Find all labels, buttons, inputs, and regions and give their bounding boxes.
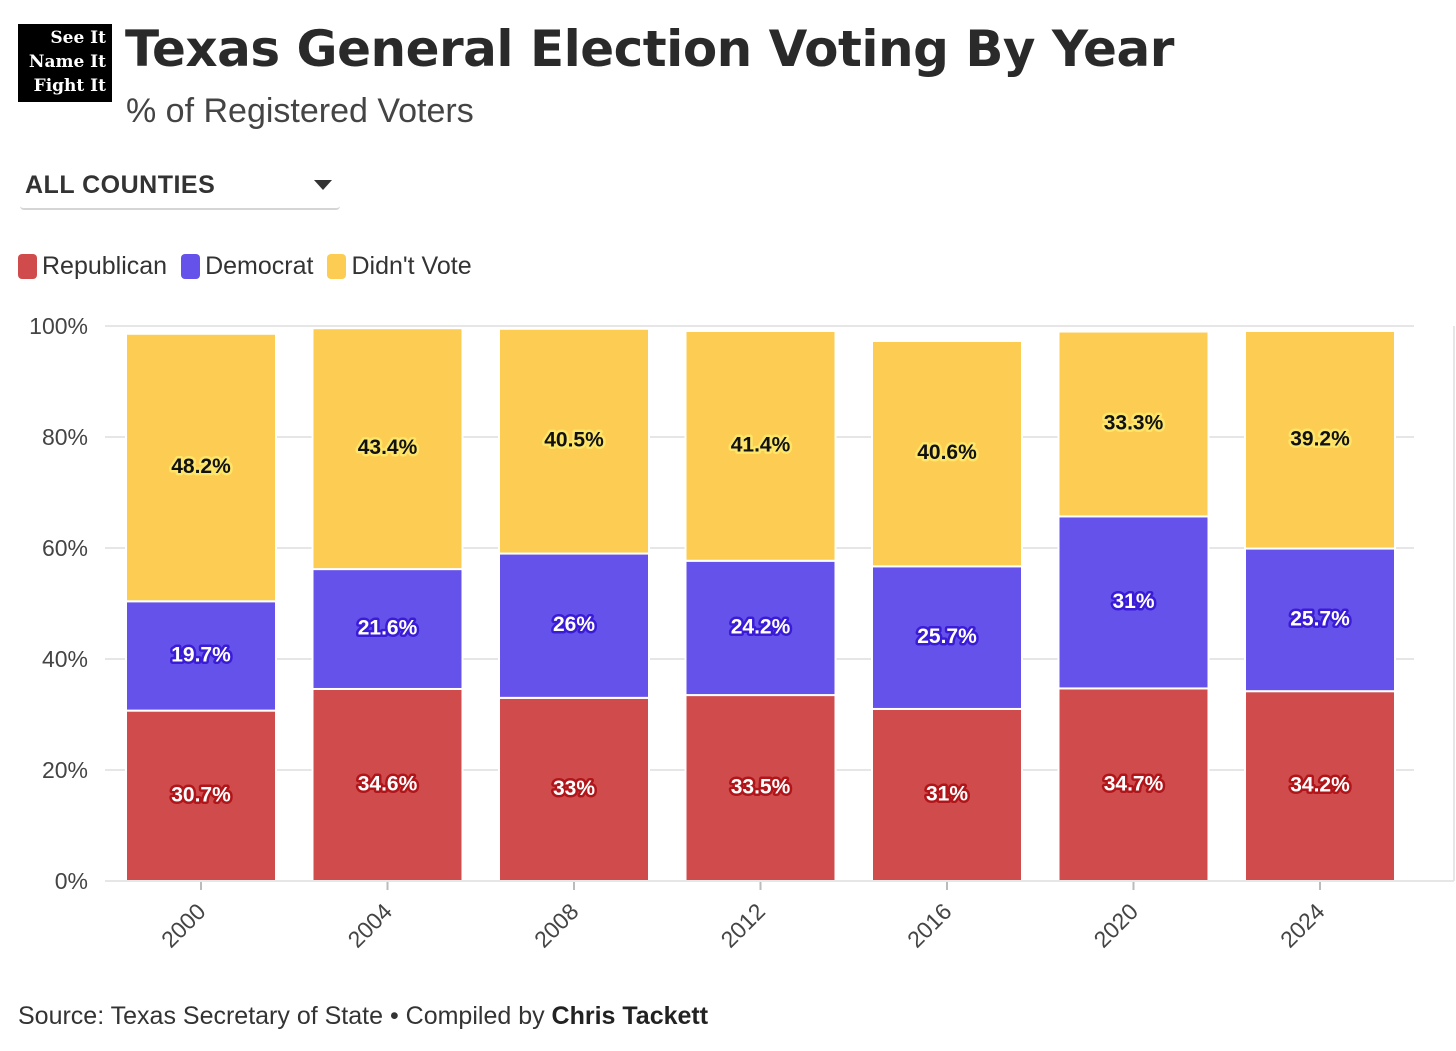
bar-segment-republican: [311, 687, 464, 882]
data-label: 34.7%: [1104, 772, 1164, 795]
legend-swatch-republican: [18, 254, 37, 279]
x-tick-label: 2016: [902, 898, 957, 953]
y-tick-label: 40%: [42, 646, 88, 672]
bar-segment-democrat: [311, 568, 464, 690]
bar-segment-democrat: [1057, 515, 1210, 690]
data-label: 34.6%: [358, 773, 418, 796]
bar-segment-republican: [871, 707, 1023, 883]
data-label: 25.7%: [917, 625, 977, 648]
bar-segment-didn-t-vote: [311, 327, 464, 571]
data-label: 40.5%: [544, 429, 604, 452]
data-label: 41.4%: [731, 433, 791, 456]
x-tick-label: 2020: [1088, 898, 1143, 953]
data-label: 43.4%: [358, 436, 418, 459]
bar-segment-didn-t-vote: [498, 327, 650, 555]
x-tick-label: 2000: [156, 898, 211, 953]
data-label: 33.3%: [1104, 412, 1164, 435]
data-label: 31%: [1112, 590, 1154, 613]
author-name: Chris Tackett: [551, 1002, 709, 1030]
data-label: 21.6%: [358, 617, 418, 640]
chart-subtitle: % of Registered Voters: [126, 92, 474, 130]
bar-segment-republican: [125, 709, 277, 882]
county-select[interactable]: ALL COUNTIES: [20, 164, 340, 210]
source-note: Source: Texas Secretary of State • Compi…: [18, 1002, 708, 1031]
data-label: 25.7%: [1290, 607, 1350, 630]
chart-title: Texas General Election Voting By Year: [125, 20, 1174, 78]
bar-segment-republican: [684, 694, 837, 883]
y-tick-label: 20%: [42, 757, 88, 783]
bar-segment-didn-t-vote: [871, 339, 1023, 568]
legend-label: Democrat: [205, 252, 314, 280]
data-label: 39.2%: [1290, 427, 1350, 450]
data-label: 33.5%: [731, 776, 791, 799]
county-select-value: ALL COUNTIES: [25, 171, 216, 199]
legend-label: Republican: [42, 252, 168, 280]
bar-segment-didn-t-vote: [684, 329, 837, 562]
data-label: 30.7%: [171, 783, 231, 806]
x-tick-label: 2008: [529, 898, 584, 953]
legend-swatch-democrat: [181, 254, 201, 279]
bar-segment-democrat: [1244, 547, 1396, 693]
legend-swatch-didnt-vote: [327, 254, 347, 279]
data-label: 24.2%: [731, 615, 791, 638]
logo: See It Name It Fight It: [18, 24, 112, 102]
logo-line: Fight It: [33, 76, 106, 96]
bar-segment-democrat: [498, 552, 650, 699]
data-label: 19.7%: [171, 643, 231, 666]
legend-item-republican: Republican: [18, 252, 167, 281]
bar-segment-didn-t-vote: [1244, 329, 1396, 550]
bar-segment-republican: [1057, 687, 1210, 882]
legend-item-didnt-vote: Didn't Vote: [327, 252, 472, 281]
data-label: 33%: [553, 777, 595, 800]
source-text: Source: Texas Secretary of State • Compi…: [18, 1002, 552, 1030]
bar-segment-democrat: [684, 559, 837, 697]
y-tick-label: 0%: [55, 868, 88, 894]
bar-segment-republican: [498, 696, 650, 882]
legend-label: Didn't Vote: [351, 252, 472, 280]
bar-segment-didn-t-vote: [1057, 330, 1210, 518]
x-tick-label: 2024: [1275, 898, 1330, 953]
data-label: 26%: [553, 613, 595, 636]
data-label: 48.2%: [171, 455, 231, 478]
logo-line: Name It: [28, 52, 106, 72]
data-label: 31%: [926, 783, 968, 806]
data-label: 40.6%: [917, 441, 977, 464]
data-label: 34.2%: [1290, 774, 1350, 797]
x-tick-label: 2004: [342, 898, 397, 953]
stacked-bar-chart: 0% 20% 40% 60% 80% 100% 30.7% 19.7% 48.2% 2000 34.…: [29, 313, 1455, 953]
x-tick-label: 2012: [715, 898, 770, 953]
logo-line: See It: [50, 28, 106, 48]
y-tick-label: 100%: [29, 313, 88, 339]
y-tick-label: 80%: [42, 424, 88, 450]
chevron-down-icon: [314, 180, 332, 190]
bar-segment-republican: [1244, 690, 1396, 882]
y-tick-label: 60%: [42, 535, 88, 561]
legend-item-democrat: Democrat: [181, 252, 313, 281]
bar-segment-didn-t-vote: [125, 332, 277, 603]
legend: Republican Democrat Didn't Vote: [18, 252, 486, 281]
